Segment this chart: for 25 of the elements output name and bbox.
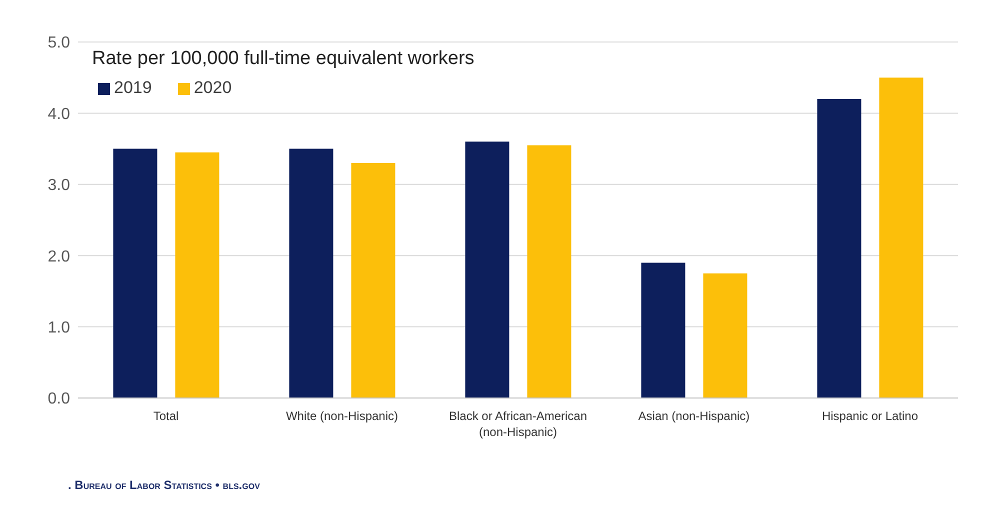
bar: [527, 145, 572, 398]
legend-label: 2019: [114, 78, 152, 97]
y-tick-label: 5.0: [48, 34, 70, 52]
y-tick-label: 3.0: [48, 177, 70, 194]
legend-label: 2020: [194, 78, 232, 97]
bar: [879, 78, 924, 398]
bar: [113, 148, 158, 398]
bar: [703, 273, 748, 398]
x-tick-label: Total: [153, 409, 179, 423]
x-tick-label: Hispanic or Latino: [822, 409, 918, 423]
x-tick-label: White (non-Hispanic): [286, 409, 398, 423]
bar: [289, 148, 334, 398]
text: . Bureau of Labor Statistics • bls.gov: [68, 478, 260, 492]
bar: [465, 142, 510, 398]
bar: [351, 163, 396, 398]
y-tick-label: 1.0: [48, 319, 70, 336]
chart-title: Rate per 100,000 full-time equivalent workers: [92, 48, 474, 70]
x-tick-label: Asian (non-Hispanic): [638, 409, 750, 423]
x-tick-label: Black or African-American (non-Hispanic): [448, 409, 588, 439]
y-tick-label: 2.0: [48, 248, 70, 266]
bar: [175, 152, 220, 398]
bar: [641, 262, 686, 398]
y-tick-label: 0.0: [48, 390, 70, 408]
bar: [817, 98, 862, 398]
y-tick-label: 4.0: [48, 106, 70, 123]
